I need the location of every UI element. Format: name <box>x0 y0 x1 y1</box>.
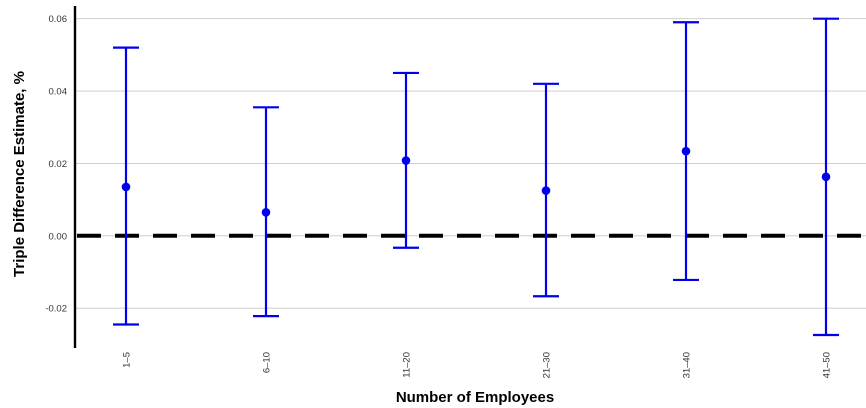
x-tick-label: 31–40 <box>682 352 693 378</box>
point-estimate-5 <box>681 146 691 156</box>
point-estimate-1 <box>121 182 131 192</box>
point-estimate-6 <box>821 172 831 182</box>
x-tick-label: 1–5 <box>122 352 133 368</box>
x-tick-label: 11–20 <box>402 352 413 378</box>
y-tick-label: 0.02 <box>49 159 68 170</box>
y-tick-label: -0.02 <box>45 304 67 315</box>
y-tick-label: 0.06 <box>49 14 68 25</box>
point-estimate-2 <box>261 207 271 217</box>
point-estimate-4 <box>541 186 551 195</box>
error-bars <box>113 17 839 337</box>
x-tick-label: 41–50 <box>822 352 833 378</box>
x-axis: 1–5 6–10 11–20 21–30 31–40 41–50 <box>122 352 833 378</box>
point-estimate-3 <box>401 156 411 165</box>
x-tick-label: 21–30 <box>542 352 553 378</box>
y-tick-label: 0.04 <box>49 87 68 98</box>
x-tick-label: 6–10 <box>262 352 273 373</box>
y-axis-title: Triple Difference Estimate, % <box>11 71 28 277</box>
y-tick-label: 0.00 <box>49 231 68 242</box>
gridlines <box>75 18 866 309</box>
x-axis-title: Number of Employees <box>396 389 554 406</box>
y-axis: -0.02 0.00 0.02 0.04 0.06 <box>45 6 77 348</box>
